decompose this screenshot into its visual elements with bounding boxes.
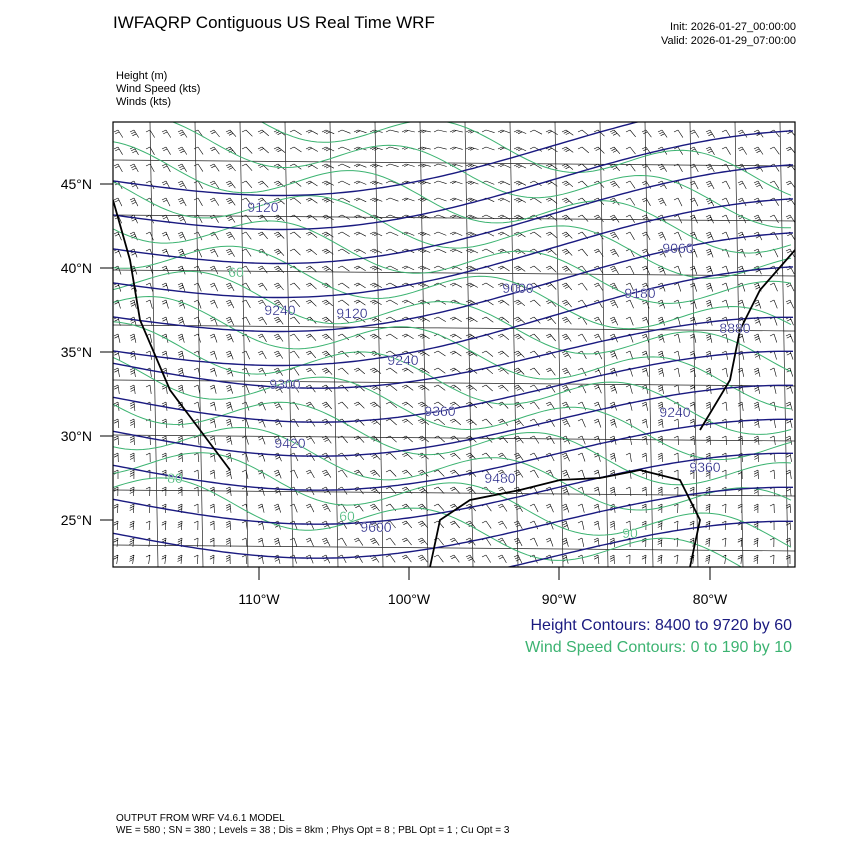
lat-label: 40°N <box>61 260 92 276</box>
height-contour <box>113 122 641 197</box>
lon-label: 90°W <box>542 591 577 607</box>
contour-label: 60 <box>339 508 355 524</box>
footer-line: OUTPUT FROM WRF V4.6.1 MODEL <box>116 813 285 824</box>
wind-speed-contour <box>113 401 792 486</box>
contour-label: 9120 <box>247 199 278 215</box>
contour-label: 9360 <box>424 403 455 419</box>
height-legend: Height Contours: 8400 to 9720 by 60 <box>530 617 792 634</box>
contour-label: 9000 <box>502 280 533 296</box>
lat-label: 30°N <box>61 428 92 444</box>
wind-speed-contour <box>171 122 791 229</box>
valid-time: Valid: 2026-01-29_07:00:00 <box>661 35 796 47</box>
contour-label: 9120 <box>336 305 367 321</box>
wind-speed-contour <box>113 141 792 254</box>
lon-label: 100°W <box>388 591 431 607</box>
field-label: Winds (kts) <box>116 96 171 108</box>
wind-speed-contour <box>113 220 792 304</box>
lon-label: 80°W <box>693 591 728 607</box>
title: IWFAQRP Contiguous US Real Time WRF <box>113 13 435 32</box>
height-contour <box>113 316 793 389</box>
contour-label: 9240 <box>659 404 690 420</box>
height-contour <box>113 384 793 457</box>
contour-label: 9480 <box>484 470 515 486</box>
height-contour <box>113 130 794 231</box>
footer-line: WE = 580 ; SN = 380 ; Levels = 38 ; Dis … <box>116 825 510 836</box>
height-contour <box>113 520 793 567</box>
field-label: Wind Speed (kts) <box>116 83 200 95</box>
wind-speed-contour <box>113 181 792 279</box>
wind-speed-contour <box>260 122 792 196</box>
contour-label: 80 <box>167 470 183 486</box>
contour-label: 9420 <box>274 435 305 451</box>
height-contour <box>113 418 793 491</box>
height-contour <box>113 486 793 559</box>
contour-label: 9360 <box>689 459 720 475</box>
wind-speed-contour <box>113 452 792 548</box>
contour-label: 9240 <box>264 302 295 318</box>
coastline <box>113 199 795 567</box>
field-label: Height (m) <box>116 70 167 82</box>
state-borders <box>113 122 795 567</box>
map-frame <box>112 121 796 568</box>
height-contour <box>113 232 794 333</box>
wind-speed-contour <box>113 426 792 511</box>
height-contour <box>113 350 793 423</box>
contour-label: 9180 <box>624 285 655 301</box>
contour-label: 60 <box>228 264 244 280</box>
height-contour <box>113 164 794 265</box>
wind-speed-contour <box>113 477 743 567</box>
wind-speed-contour <box>113 321 792 435</box>
wind-legend: Wind Speed Contours: 0 to 190 by 10 <box>525 639 792 656</box>
wind-speed-contour <box>113 245 792 330</box>
lat-label: 35°N <box>61 344 92 360</box>
contour-label: 8880 <box>719 320 750 336</box>
contour-label: 9600 <box>360 519 391 535</box>
wind-speed-contour <box>113 270 792 373</box>
height-contour <box>113 198 794 299</box>
lon-label: 110°W <box>238 591 280 607</box>
wind-speed-contour <box>113 356 792 461</box>
contour-label: 9060 <box>662 240 693 256</box>
contour-label: 9300 <box>269 376 300 392</box>
lat-label: 25°N <box>61 512 92 528</box>
map-area: 9120 60 9240 9120 9240 9300 9360 9420 9480 9600 60… <box>113 122 795 567</box>
lat-label: 45°N <box>61 176 92 192</box>
height-contour <box>113 266 794 367</box>
contour-label: 9240 <box>387 352 418 368</box>
init-time: Init: 2026-01-27_00:00:00 <box>670 21 796 33</box>
contour-label: 90 <box>622 525 638 541</box>
